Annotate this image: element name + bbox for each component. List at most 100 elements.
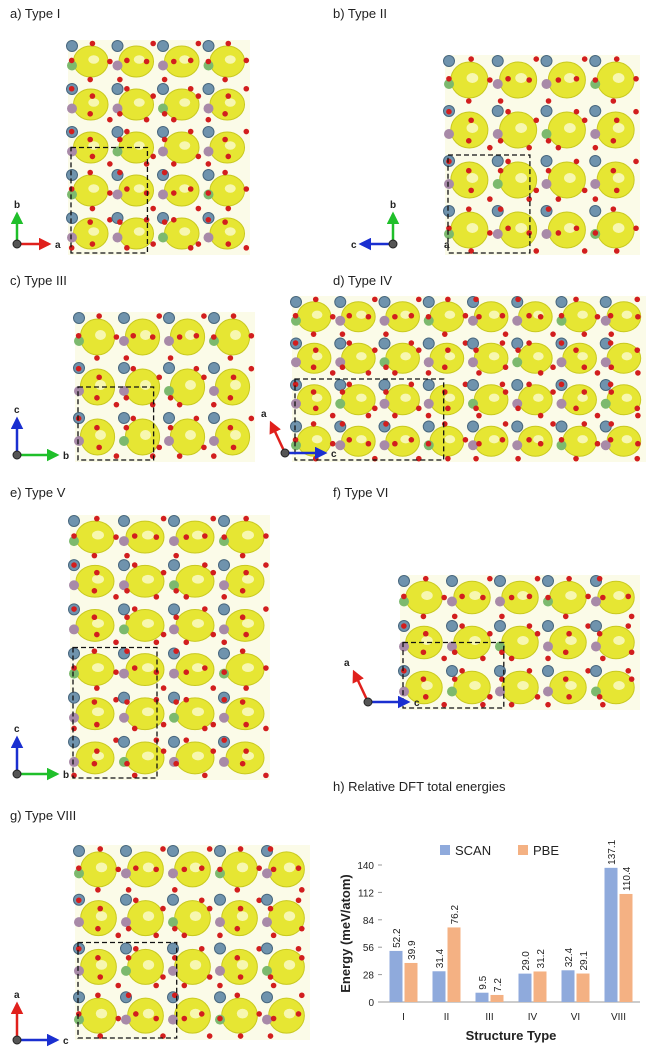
atom: [493, 229, 503, 239]
atom: [313, 297, 319, 303]
isosurface-hole: [242, 707, 254, 716]
atom: [240, 553, 246, 559]
atom: [493, 129, 503, 139]
axis-label: b: [390, 200, 396, 211]
atom: [231, 445, 237, 451]
atom: [581, 364, 587, 370]
atom: [582, 117, 588, 123]
atom: [211, 334, 217, 340]
atom: [240, 761, 246, 767]
atom: [71, 773, 77, 779]
atom: [500, 313, 506, 319]
atom: [526, 382, 532, 388]
atom: [608, 340, 614, 346]
atom: [203, 41, 214, 52]
axis-origin: [13, 451, 21, 459]
atom: [117, 77, 123, 83]
atom: [476, 441, 482, 447]
atom: [573, 347, 579, 353]
atom: [121, 894, 132, 905]
atom: [114, 402, 120, 408]
isosurface-hole: [225, 184, 236, 193]
atom: [74, 992, 85, 1003]
atom: [162, 170, 168, 176]
atom: [466, 168, 472, 174]
atom: [262, 868, 272, 878]
atom: [132, 562, 138, 568]
atom: [600, 297, 611, 308]
axis-origin: [281, 449, 289, 457]
atom: [500, 340, 506, 346]
atom: [543, 576, 554, 587]
atom: [446, 225, 452, 231]
isosurface-hole: [237, 960, 248, 970]
atom: [94, 395, 100, 401]
atom: [262, 1015, 272, 1025]
atom: [313, 347, 319, 353]
atom: [234, 926, 240, 932]
atom: [495, 621, 506, 632]
atom: [271, 933, 277, 939]
atom: [124, 186, 130, 192]
isosurface-hole: [237, 863, 248, 873]
isosurface-hole: [284, 863, 295, 873]
atom: [591, 642, 601, 652]
atom: [219, 757, 229, 767]
value-label: 7.2: [493, 978, 504, 992]
atom: [509, 595, 515, 601]
atom: [480, 702, 486, 708]
atom: [124, 648, 130, 654]
atom: [171, 117, 177, 123]
isosurface-hole: [179, 227, 190, 236]
isosurface-hole: [577, 435, 588, 443]
atom: [556, 230, 562, 236]
x-tick-label: VI: [571, 1012, 580, 1023]
atom: [262, 894, 273, 905]
isosurface-hole: [284, 1009, 295, 1019]
atom: [468, 421, 479, 432]
atom: [115, 1016, 121, 1022]
x-tick-label: I: [402, 1012, 405, 1023]
atom: [90, 206, 96, 212]
atom: [119, 536, 129, 546]
atom: [379, 380, 390, 391]
isosurface-hole: [515, 223, 527, 233]
atom: [92, 761, 98, 767]
atom: [115, 983, 121, 989]
atom: [211, 453, 217, 459]
isosurface-hole: [622, 311, 633, 319]
atom: [181, 933, 187, 939]
atom: [263, 726, 269, 732]
atom: [634, 406, 640, 412]
atom: [629, 676, 635, 682]
isosurface-hole: [192, 575, 204, 584]
atom: [160, 846, 166, 852]
atom: [94, 722, 100, 728]
atom: [243, 186, 249, 192]
atom: [426, 441, 432, 447]
isosurface-hole: [489, 435, 500, 443]
atom: [222, 111, 228, 117]
atom: [590, 206, 601, 217]
atom: [441, 656, 447, 662]
isosurface-hole: [142, 707, 154, 716]
atom: [153, 933, 159, 939]
atom: [487, 77, 493, 83]
atom: [219, 713, 229, 723]
atom: [156, 445, 162, 451]
atom: [76, 1011, 82, 1017]
atom: [535, 576, 541, 582]
atom: [595, 314, 601, 320]
isosurface-hole: [140, 430, 151, 440]
atom: [164, 336, 174, 346]
atom: [543, 621, 554, 632]
atom: [335, 338, 346, 349]
atom: [219, 560, 230, 571]
atom: [117, 137, 123, 143]
atom: [154, 534, 160, 540]
atom: [177, 453, 183, 459]
atom: [335, 399, 345, 409]
atom: [183, 534, 189, 540]
isosurface-hole: [445, 435, 456, 443]
atom: [112, 41, 123, 52]
